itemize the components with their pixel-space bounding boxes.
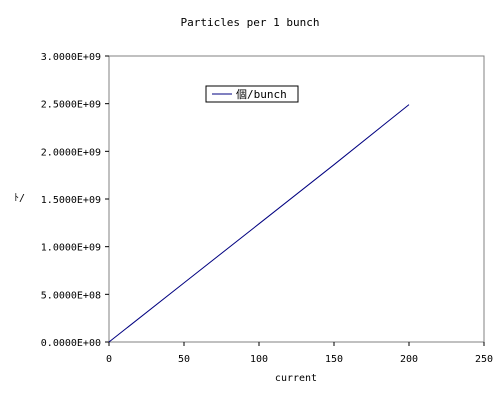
x-tick-label: 0 <box>106 354 112 365</box>
x-axis-title: current <box>275 373 317 384</box>
y-tick-label: 2.5000E+09 <box>41 100 101 111</box>
x-tick-label: 200 <box>400 354 418 365</box>
x-tick-label: 100 <box>250 354 268 365</box>
legend: 個/bunch <box>205 85 299 103</box>
legend-label: 個/bunch <box>236 88 287 101</box>
x-tick-label: 250 <box>475 354 493 365</box>
plot-area <box>108 55 485 343</box>
y-tick-label: 1.5000E+09 <box>41 195 101 206</box>
x-axis: 0 50 100 150 200 250 <box>106 342 493 365</box>
series-group <box>108 104 410 343</box>
series-line <box>108 104 410 343</box>
y-tick-label: 1.0000E+09 <box>41 243 101 254</box>
x-tick-label: 50 <box>178 354 190 365</box>
y-tick-label: 3.0000E+09 <box>41 52 101 63</box>
y-tick-label: 0.0000E+00 <box>41 338 101 349</box>
x-tick-label: 150 <box>325 354 343 365</box>
y-tick-label: 5.0000E+08 <box>41 290 101 301</box>
y-tick-label: 2.0000E+09 <box>41 147 101 158</box>
y-axis-title: ﾄ/ <box>14 193 25 204</box>
legend-box <box>205 85 299 103</box>
chart-title: Particles per 1 bunch <box>180 16 319 29</box>
y-axis: 0.0000E+00 5.0000E+08 1.0000E+09 1.5000E+09… <box>41 52 109 349</box>
